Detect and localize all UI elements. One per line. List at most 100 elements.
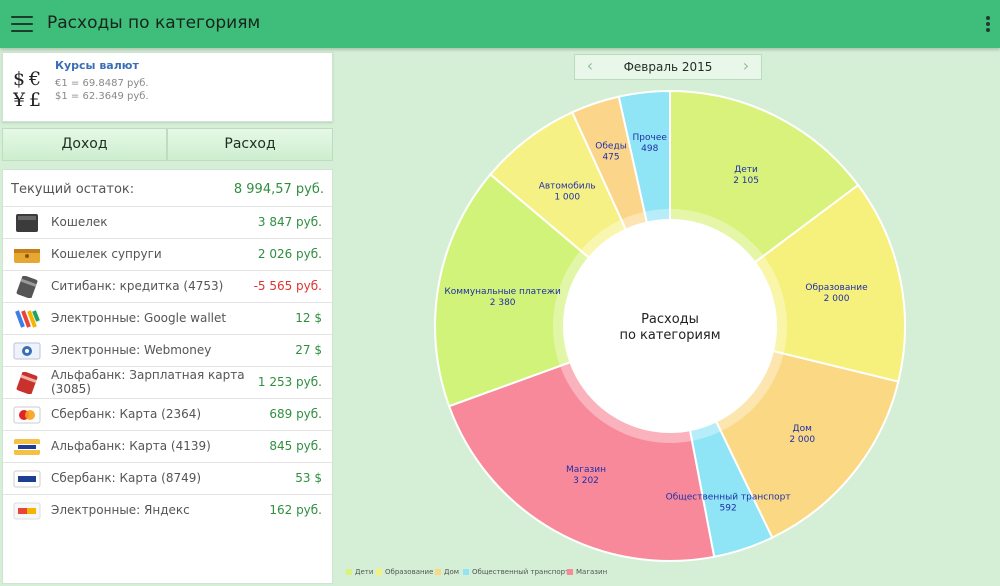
- slice-label-name: Дом: [793, 424, 812, 434]
- legend-item: Дети: [346, 568, 373, 576]
- slice-label-value: 2 000: [824, 294, 850, 304]
- legend-item: Магазин: [567, 568, 607, 576]
- account-row-wallet[interactable]: Кошелек 3 847 руб.: [3, 206, 332, 239]
- account-balance: 53 $: [295, 471, 322, 485]
- legend-label: Дом: [444, 568, 460, 576]
- slice-label-name: Общественный транспорт: [666, 493, 791, 503]
- slice-label-value: 3 202: [573, 476, 599, 486]
- mastercard-icon: [13, 406, 41, 424]
- account-name: Сбербанк: Карта (2364): [51, 407, 202, 421]
- legend-label: Общественный транспорт: [472, 568, 570, 576]
- slice-label-name: Магазин: [566, 465, 606, 475]
- balance-value: 8 994,57 руб.: [233, 182, 324, 197]
- accounts-panel: Текущий остаток: 8 994,57 руб. Кошелек 3…: [2, 169, 333, 584]
- eur-rate: €1 = 69.8487 руб.: [55, 78, 149, 89]
- slice-label-value: 2 105: [733, 176, 759, 186]
- svg-text:¥: ¥: [13, 89, 26, 109]
- expense-tab[interactable]: Расход: [167, 128, 333, 161]
- legend-item: Образование: [376, 568, 433, 576]
- webmoney-icon: [13, 342, 41, 360]
- app-bar: Расходы по категориям: [0, 0, 1000, 48]
- account-name: Кошелек супруги: [51, 247, 162, 261]
- account-name: Электронные: Google wallet: [51, 311, 227, 325]
- income-expense-tabs: Доход Расход: [2, 128, 333, 161]
- wallet-icon: [16, 214, 38, 232]
- legend-swatch: [376, 569, 382, 575]
- legend-swatch: [567, 569, 573, 575]
- slice-label-value: 498: [641, 144, 658, 154]
- account-row-sberbank-2364[interactable]: Сбербанк: Карта (2364) 689 руб.: [3, 398, 332, 431]
- donut-center: [564, 220, 776, 432]
- account-balance: 12 $: [295, 311, 322, 325]
- legend-item: Дом: [435, 568, 459, 576]
- account-row-yandex[interactable]: Электронные: Яндекс 162 руб.: [3, 494, 332, 527]
- account-row-webmoney[interactable]: Электронные: Webmoney 27 $: [3, 334, 332, 367]
- account-name: Альфабанк: Карта (4139): [51, 439, 211, 453]
- visa-card-icon: [14, 439, 40, 455]
- currency-symbols-icon: $ € ¥ £: [13, 68, 41, 109]
- account-name: Альфабанк: Зарплатная карта (3085): [51, 368, 245, 396]
- account-row-sberbank-8749[interactable]: Сбербанк: Карта (8749) 53 $: [3, 462, 332, 495]
- yandex-money-icon: [13, 502, 41, 520]
- visa-icon: [13, 470, 41, 488]
- legend-swatch: [346, 569, 352, 575]
- account-balance: 162 руб.: [269, 503, 322, 517]
- currency-rates-title: Курсы валют: [55, 59, 139, 72]
- month-label: Февраль 2015: [623, 60, 713, 74]
- svg-text:$: $: [13, 68, 25, 90]
- account-row-citibank[interactable]: Ситибанк: кредитка (4753) -5 565 руб.: [3, 270, 332, 303]
- slice-label-value: 475: [602, 153, 619, 163]
- account-row-google-wallet[interactable]: Электронные: Google wallet 12 $: [3, 302, 332, 335]
- month-picker: ‹ Февраль 2015 ›: [574, 54, 762, 80]
- balance-label: Текущий остаток:: [11, 182, 135, 197]
- slice-label-value: 592: [720, 504, 737, 514]
- purse-icon: [14, 249, 40, 263]
- svg-text:€: €: [28, 68, 41, 90]
- legend-label: Магазин: [576, 568, 608, 576]
- slice-label-name: Дети: [734, 165, 758, 175]
- account-name: Сбербанк: Карта (8749): [51, 471, 202, 485]
- account-balance: -5 565 руб.: [253, 279, 322, 293]
- slice-label-value: 1 000: [554, 193, 580, 203]
- overflow-menu-icon[interactable]: [984, 16, 992, 34]
- legend-item: Общественный транспорт: [463, 568, 569, 576]
- account-balance: 3 847 руб.: [257, 215, 322, 229]
- account-row-alfabank-4139[interactable]: Альфабанк: Карта (4139) 845 руб.: [3, 430, 332, 463]
- hamburger-menu-icon[interactable]: [11, 15, 33, 33]
- account-row-alfabank-salary[interactable]: Альфабанк: Зарплатная карта (3085) 1 253…: [3, 366, 332, 399]
- svg-text:£: £: [29, 89, 41, 109]
- income-tab[interactable]: Доход: [2, 128, 167, 161]
- previous-month-chevron-icon[interactable]: ‹: [586, 56, 594, 75]
- usd-rate: $1 = 62.3649 руб.: [55, 91, 149, 102]
- chart-center-title-line2: по категориям: [619, 328, 720, 343]
- slice-label-value: 2 380: [490, 298, 516, 308]
- next-month-chevron-icon[interactable]: ›: [742, 56, 750, 75]
- account-row-spouse-wallet[interactable]: Кошелек супруги 2 026 руб.: [3, 238, 332, 271]
- account-name: Электронные: Яндекс: [51, 503, 190, 517]
- slice-label-name: Коммунальные платежи: [444, 287, 561, 297]
- account-balance: 689 руб.: [269, 407, 322, 421]
- account-balance: 2 026 руб.: [257, 247, 322, 261]
- account-name: Ситибанк: кредитка (4753): [51, 279, 224, 293]
- alfabank-card-icon: [16, 372, 38, 394]
- account-name: Электронные: Webmoney: [51, 343, 212, 357]
- slice-label-name: Прочее: [633, 133, 668, 143]
- app-title: Расходы по категориям: [47, 13, 261, 33]
- account-balance: 1 253 руб.: [257, 375, 322, 389]
- slice-label-name: Обеды: [595, 142, 627, 152]
- slice-label-name: Автомобиль: [539, 182, 596, 192]
- legend-swatch: [463, 569, 469, 575]
- account-balance: 27 $: [295, 343, 322, 357]
- slice-label-value: 2 000: [789, 435, 815, 445]
- legend-swatch: [435, 569, 441, 575]
- currency-rates-card[interactable]: $ € ¥ £ Курсы валют €1 = 69.8487 руб. $1…: [2, 52, 333, 122]
- chart-center-title-line1: Расходы: [641, 312, 699, 327]
- legend-label: Дети: [355, 568, 374, 576]
- slice-label-name: Образование: [805, 283, 868, 293]
- account-name: Кошелек: [51, 215, 108, 229]
- google-wallet-icon: [15, 310, 40, 328]
- legend-label: Образование: [385, 568, 434, 576]
- account-balance: 845 руб.: [269, 439, 322, 453]
- credit-card-icon: [16, 276, 38, 298]
